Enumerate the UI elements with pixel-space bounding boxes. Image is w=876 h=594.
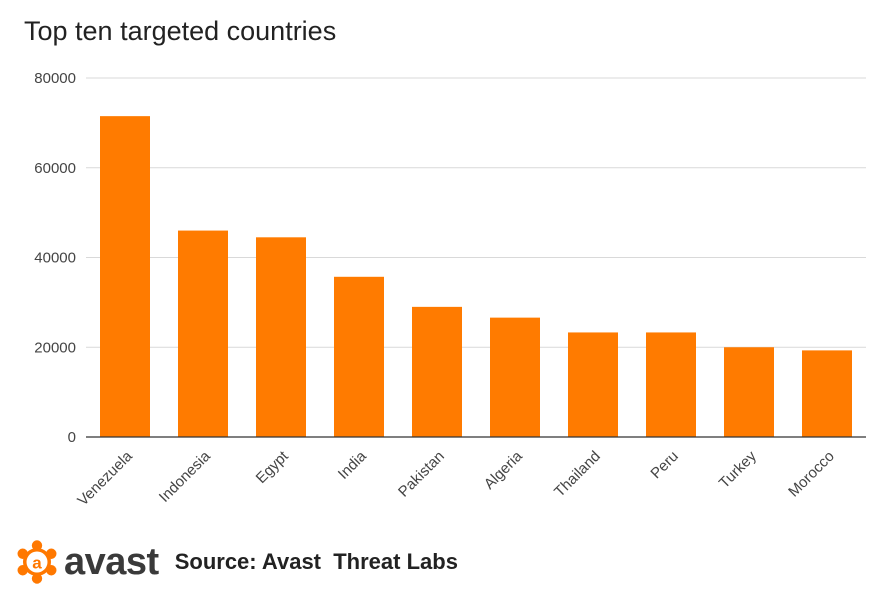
x-tick-label: Pakistan xyxy=(395,448,448,501)
y-tick-label: 80000 xyxy=(34,70,76,87)
x-tick-label: Thailand xyxy=(551,448,604,501)
bar-turkey xyxy=(724,347,774,437)
x-tick-label: Turkey xyxy=(716,447,760,491)
bar-thailand xyxy=(568,332,618,437)
bar-morocco xyxy=(802,350,852,437)
bar-indonesia xyxy=(178,230,228,437)
avast-logo: a avast xyxy=(14,539,159,585)
x-axis-ticks: Venezuela Indonesia Egypt India Pakistan Alge… xyxy=(74,447,838,509)
bar-pakistan xyxy=(412,306,462,437)
y-tick-label: 60000 xyxy=(34,160,76,177)
bar-venezuela xyxy=(100,116,150,438)
bar-egypt xyxy=(256,237,306,437)
bars xyxy=(100,116,852,438)
avast-star-icon: a xyxy=(17,540,57,584)
chart-title: Top ten targeted countries xyxy=(24,16,336,46)
source-credit: Source: Avast Threat Labs xyxy=(174,549,458,574)
y-tick-label: 40000 xyxy=(34,250,76,267)
y-axis-ticks: 0 20000 40000 60000 80000 xyxy=(34,70,76,446)
logo-wordmark: avast xyxy=(64,541,159,583)
svg-text:a: a xyxy=(32,554,42,573)
y-tick-label: 0 xyxy=(68,429,76,446)
bar-india xyxy=(334,276,384,437)
x-tick-label: Peru xyxy=(647,448,681,482)
x-tick-label: India xyxy=(335,447,370,482)
bar-algeria xyxy=(490,317,540,437)
x-tick-label: Indonesia xyxy=(156,447,214,505)
footer: a avast Source: Avast Threat Labs xyxy=(14,538,458,586)
x-tick-label: Algeria xyxy=(481,447,527,493)
x-tick-label: Venezuela xyxy=(74,447,136,509)
y-tick-label: 20000 xyxy=(34,339,76,356)
bar-chart: Top ten targeted countries 0 20000 40000 60… xyxy=(24,16,866,509)
x-tick-label: Egypt xyxy=(253,447,293,487)
bar-peru xyxy=(646,332,696,437)
x-tick-label: Morocco xyxy=(785,448,838,501)
